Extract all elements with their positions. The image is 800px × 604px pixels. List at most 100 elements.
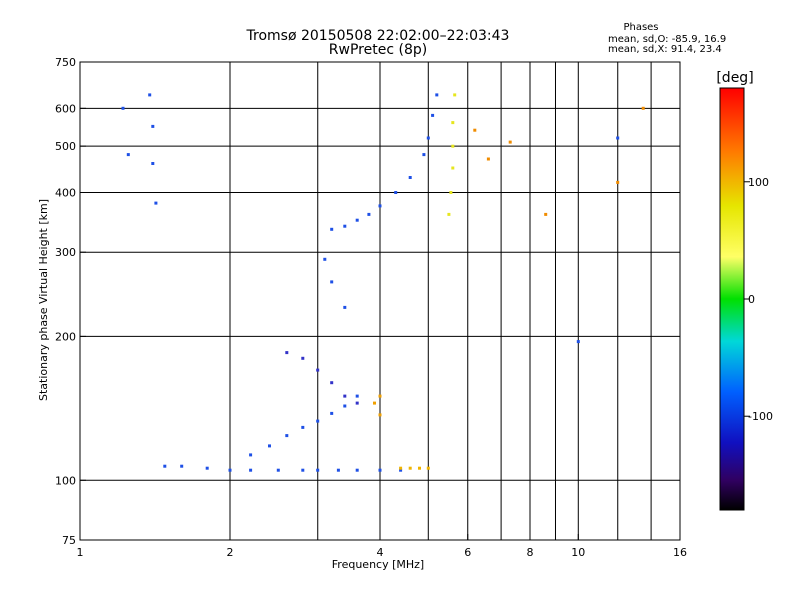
echo-point bbox=[641, 106, 645, 110]
echo-point bbox=[336, 468, 340, 472]
x-tick-label: 4 bbox=[377, 546, 384, 559]
echo-point bbox=[301, 425, 305, 429]
echo-point bbox=[378, 413, 382, 417]
echo-point bbox=[268, 444, 271, 448]
chart-subtitle: RwPretec (8p) bbox=[329, 42, 427, 58]
echo-point bbox=[249, 468, 253, 472]
echo-point bbox=[330, 381, 334, 385]
echo-point bbox=[426, 466, 430, 470]
echo-point bbox=[394, 191, 398, 194]
echo-point bbox=[435, 93, 439, 97]
echo-point bbox=[355, 218, 359, 222]
x-tick-label: 6 bbox=[464, 546, 471, 559]
colorbar-tick-label: 0 bbox=[748, 293, 755, 306]
echo-point bbox=[447, 212, 451, 216]
y-tick-label: 600 bbox=[55, 102, 76, 115]
echo-point bbox=[544, 212, 548, 216]
x-tick-label: 1 bbox=[77, 546, 84, 559]
phases-legend-o: mean, sd,O: -85.9, 16.9 bbox=[608, 34, 726, 45]
echo-point bbox=[163, 464, 167, 468]
echo-point bbox=[151, 124, 155, 128]
x-tick-label: 16 bbox=[673, 546, 687, 559]
echo-point bbox=[285, 434, 289, 438]
echo-point bbox=[453, 93, 457, 97]
y-tick-label: 100 bbox=[55, 474, 76, 487]
echo-point bbox=[343, 305, 347, 309]
phase-colorbar: 100 0 -100 bbox=[719, 87, 773, 511]
colorbar-tick-label: 100 bbox=[748, 176, 769, 189]
echo-point bbox=[355, 468, 359, 472]
echo-point bbox=[508, 140, 512, 144]
data-points bbox=[121, 93, 645, 472]
echo-point bbox=[316, 468, 320, 472]
echo-point bbox=[151, 162, 155, 165]
echo-point bbox=[249, 453, 253, 457]
echo-point bbox=[367, 212, 371, 216]
chart-title: Tromsø 20150508 22:02:00–22:03:43 bbox=[246, 28, 510, 44]
echo-point bbox=[330, 227, 334, 231]
echo-point bbox=[399, 468, 403, 472]
echo-point bbox=[616, 136, 620, 140]
echo-point bbox=[431, 113, 435, 117]
echo-point bbox=[343, 394, 347, 398]
phases-legend-title: Phases bbox=[623, 22, 658, 33]
echo-point bbox=[616, 180, 620, 184]
colorbar-label: [deg] bbox=[716, 70, 753, 86]
x-tick-labels: 1 2 4 6 8 10 16 bbox=[77, 534, 687, 559]
y-axis-label: Stationary phase Virtual Height [km] bbox=[37, 199, 50, 401]
echo-point bbox=[228, 468, 232, 472]
echo-point bbox=[285, 351, 289, 355]
echo-point bbox=[355, 394, 359, 398]
echo-point bbox=[418, 466, 421, 470]
echo-point bbox=[408, 176, 412, 179]
x-tick-label: 8 bbox=[527, 546, 534, 559]
y-tick-labels: 75 100 200 300 400 500 600 750 bbox=[55, 56, 86, 547]
phases-legend-x: mean, sd,X: 91.4, 23.4 bbox=[608, 44, 722, 55]
x-tick-label: 2 bbox=[227, 546, 234, 559]
echo-point bbox=[154, 201, 158, 205]
echo-point bbox=[473, 128, 477, 132]
echo-point bbox=[301, 356, 305, 360]
echo-point bbox=[316, 419, 320, 423]
echo-point bbox=[343, 224, 347, 228]
echo-point bbox=[449, 191, 453, 194]
echo-point bbox=[330, 280, 334, 284]
x-axis-label: Frequency [MHz] bbox=[332, 558, 424, 571]
y-tick-label: 200 bbox=[55, 330, 76, 343]
y-tick-label: 750 bbox=[55, 56, 76, 69]
echo-point bbox=[399, 466, 403, 470]
echo-point bbox=[422, 153, 426, 157]
echo-point bbox=[316, 368, 320, 372]
echo-point bbox=[378, 394, 382, 398]
echo-point bbox=[451, 166, 455, 170]
echo-point bbox=[301, 468, 305, 472]
echo-point bbox=[126, 153, 130, 157]
echo-point bbox=[451, 121, 455, 125]
y-tick-label: 400 bbox=[55, 186, 76, 199]
echo-point bbox=[323, 257, 327, 261]
echo-point bbox=[205, 466, 209, 470]
echo-point bbox=[276, 468, 280, 472]
echo-point bbox=[355, 401, 359, 405]
echo-point bbox=[373, 401, 376, 405]
colorbar-tick-label: -100 bbox=[748, 410, 773, 423]
y-tick-label: 75 bbox=[62, 534, 76, 547]
y-tick-label: 300 bbox=[55, 246, 76, 259]
echo-point bbox=[378, 204, 382, 208]
echo-point bbox=[408, 466, 412, 470]
echo-point bbox=[451, 144, 455, 148]
x-tick-label: 10 bbox=[571, 546, 585, 559]
colorbar-gradient bbox=[719, 87, 745, 511]
echo-point bbox=[378, 468, 382, 472]
y-tick-label: 500 bbox=[55, 140, 76, 153]
echo-point bbox=[486, 157, 490, 161]
echo-point bbox=[576, 340, 580, 344]
grid-lines bbox=[80, 62, 680, 540]
echo-point bbox=[426, 136, 430, 140]
echo-point bbox=[343, 404, 347, 408]
echo-point bbox=[180, 464, 184, 468]
echo-point bbox=[330, 411, 334, 415]
